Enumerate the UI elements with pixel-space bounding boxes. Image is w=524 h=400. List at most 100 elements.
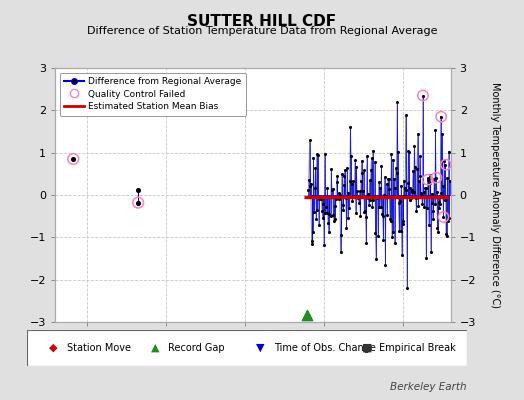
Point [413, 165, 421, 172]
Point [370, 194, 378, 200]
Point [334, 195, 343, 202]
Point [436, 114, 445, 120]
Point [444, 218, 452, 224]
Point [321, 210, 330, 216]
Point [357, 158, 366, 164]
Point [325, 210, 333, 217]
Point [134, 187, 143, 193]
Point [417, 190, 425, 196]
Point [346, 124, 355, 130]
Point [69, 156, 78, 162]
Point [425, 172, 434, 178]
Point [360, 209, 368, 215]
Point [363, 153, 371, 159]
Point [365, 177, 374, 184]
Point [352, 164, 361, 170]
Y-axis label: Monthly Temperature Anomaly Difference (°C): Monthly Temperature Anomaly Difference (… [490, 82, 500, 308]
Point [337, 232, 345, 238]
Point [372, 255, 380, 262]
Point [395, 228, 403, 234]
Point [305, 137, 314, 143]
Point [432, 174, 441, 181]
Point [414, 203, 422, 209]
Text: Time of Obs. Change: Time of Obs. Change [274, 343, 376, 353]
Point [354, 194, 362, 200]
Point [318, 208, 326, 214]
Point [344, 215, 352, 221]
Point [430, 176, 439, 182]
Point [429, 208, 438, 214]
Point [441, 162, 450, 168]
Point [334, 195, 342, 201]
Point [312, 216, 320, 223]
Point [313, 207, 322, 213]
Point [337, 171, 346, 178]
Point [382, 192, 390, 199]
Point [441, 197, 449, 203]
Point [322, 204, 330, 210]
Point [306, 182, 314, 189]
Point [134, 200, 143, 206]
Point [434, 199, 443, 206]
Point [333, 173, 342, 179]
Point [446, 178, 454, 184]
Point [399, 218, 407, 224]
Point [362, 239, 370, 246]
Text: ■: ■ [362, 343, 372, 353]
Point [439, 214, 447, 220]
Point [356, 213, 365, 219]
Point [351, 157, 359, 164]
Point [375, 204, 384, 210]
Point [411, 195, 420, 201]
Point [396, 198, 404, 204]
Point [410, 143, 419, 150]
Point [423, 205, 431, 212]
Point [321, 151, 329, 157]
Point [410, 189, 418, 196]
Point [415, 178, 423, 184]
Text: ◆: ◆ [49, 343, 58, 353]
Point [367, 155, 376, 161]
Point [327, 166, 335, 172]
Point [370, 159, 379, 166]
Point [347, 153, 355, 159]
Point [307, 238, 315, 244]
Point [335, 190, 343, 196]
Point [373, 195, 381, 201]
Point [345, 204, 353, 211]
Point [344, 189, 353, 196]
Point [406, 185, 414, 191]
Point [328, 187, 336, 194]
Point [440, 157, 448, 164]
Point [431, 201, 439, 207]
Point [437, 190, 445, 196]
Point [405, 149, 413, 156]
Point [419, 189, 428, 195]
Point [330, 217, 338, 224]
Point [340, 172, 348, 179]
Point [378, 212, 387, 219]
Point [398, 252, 406, 259]
Point [398, 220, 407, 227]
Point [408, 189, 417, 195]
Point [390, 176, 398, 182]
Point [319, 201, 328, 207]
Point [316, 194, 324, 200]
Point [433, 224, 442, 231]
Point [359, 188, 367, 195]
Point [364, 195, 373, 201]
Point [365, 202, 373, 208]
Point [314, 152, 322, 159]
Point [385, 176, 393, 182]
Point [388, 156, 397, 163]
Point [428, 200, 436, 206]
Point [345, 178, 354, 184]
Point [422, 254, 430, 261]
Point [350, 194, 358, 201]
Point [438, 131, 446, 138]
Point [381, 262, 389, 268]
Point [423, 176, 432, 183]
Text: Berkeley Earth: Berkeley Earth [390, 382, 466, 392]
Point [308, 240, 316, 247]
Point [419, 92, 427, 99]
